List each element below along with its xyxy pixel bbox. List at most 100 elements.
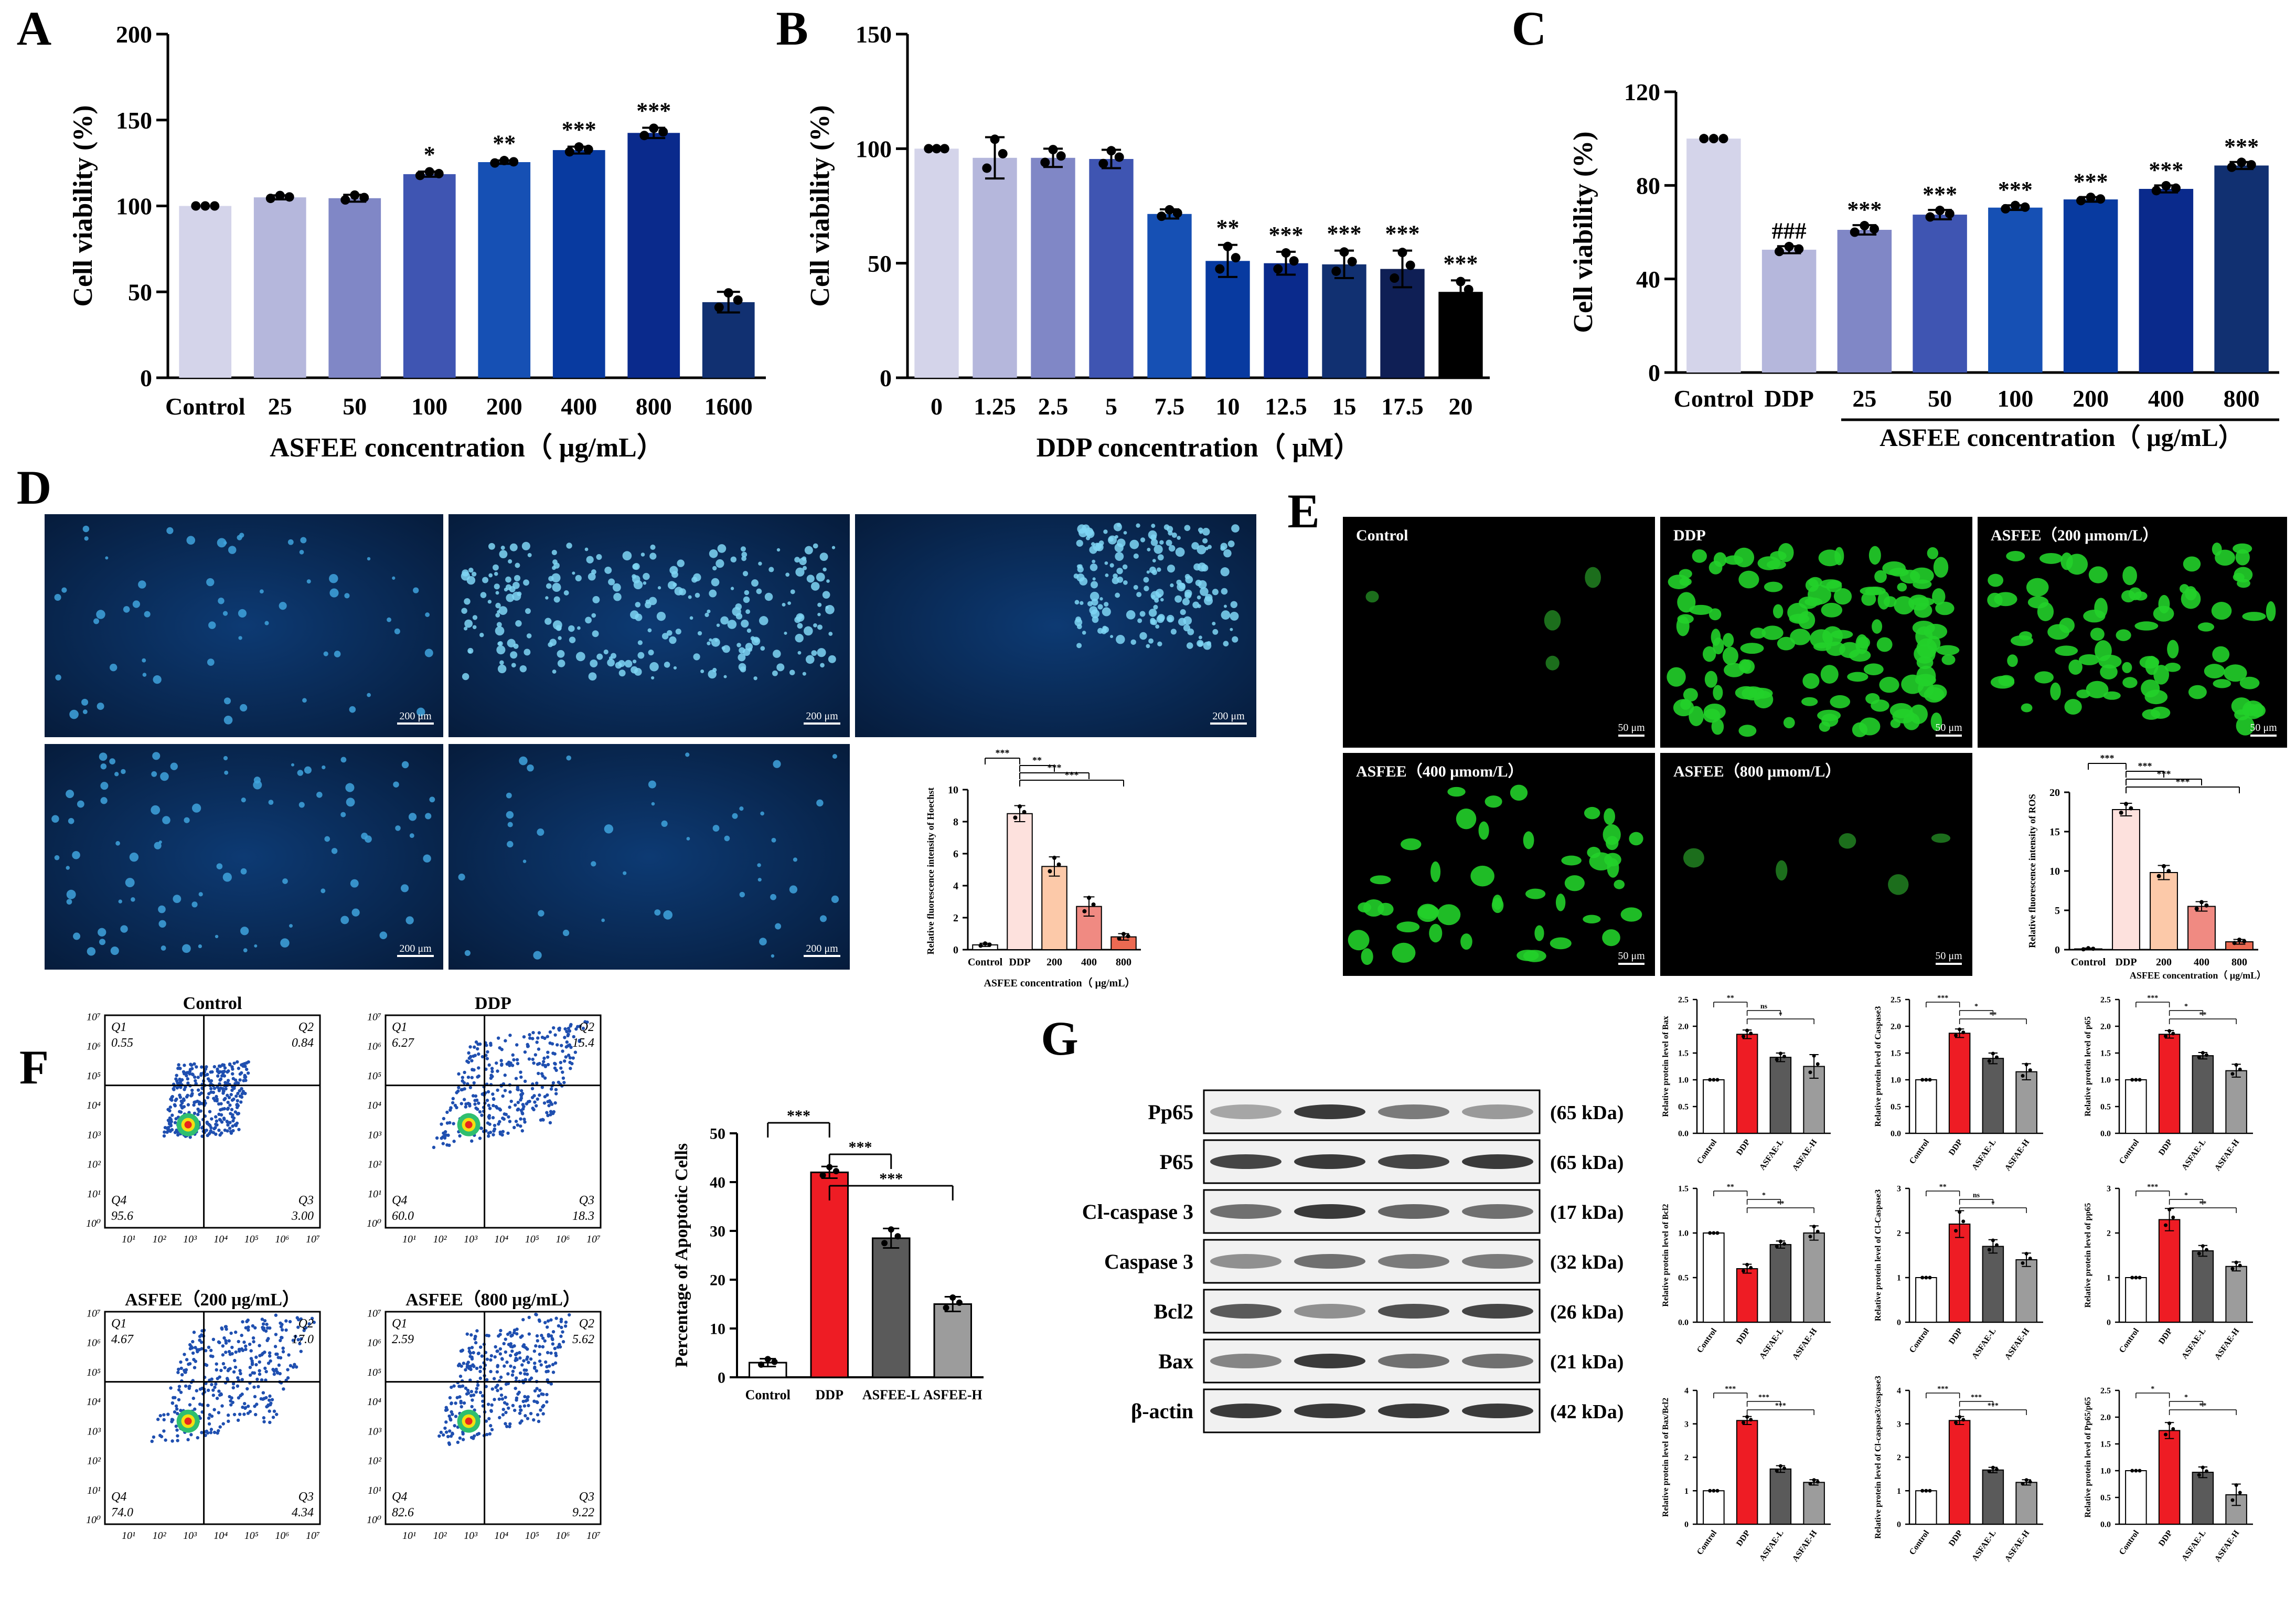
bar xyxy=(973,157,1017,378)
flow-event xyxy=(167,1120,171,1123)
cell-nucleus xyxy=(223,756,228,761)
cell-nucleus xyxy=(772,670,778,676)
cell-nucleus xyxy=(425,813,432,820)
flow-event xyxy=(196,1112,200,1117)
flow-x-tick: 10⁷ xyxy=(306,1530,320,1542)
cell-nucleus xyxy=(105,556,109,560)
flow-event xyxy=(234,1350,238,1354)
ros-cell xyxy=(2068,660,2083,675)
micrograph xyxy=(45,514,443,737)
y-tick-label: 15 xyxy=(2049,826,2060,838)
cell-nucleus xyxy=(1166,539,1172,546)
flow-event xyxy=(188,1135,192,1139)
flow-event xyxy=(198,1092,201,1097)
flow-event xyxy=(542,1101,547,1105)
flow-event xyxy=(264,1329,268,1333)
flow-x-tick: 10⁷ xyxy=(306,1234,320,1245)
bracket-label: *** xyxy=(2147,994,2158,1002)
cell-nucleus xyxy=(1223,604,1227,608)
flow-event xyxy=(231,1124,234,1128)
x-tick-label: 25 xyxy=(1852,385,1876,412)
flow-event xyxy=(232,1370,236,1374)
flow-event xyxy=(521,1399,525,1404)
ros-cell xyxy=(1460,933,1472,950)
cell-nucleus xyxy=(510,651,518,659)
data-point xyxy=(1954,1033,1958,1037)
band-kda: (65 kDa) xyxy=(1550,1152,1624,1174)
cell-nucleus xyxy=(771,954,775,958)
flow-event xyxy=(541,1345,545,1349)
data-point xyxy=(1920,1078,1925,1082)
cell-nucleus xyxy=(618,669,626,677)
flow-event xyxy=(244,1078,248,1082)
data-point xyxy=(1808,1070,1812,1075)
cell-nucleus xyxy=(1163,524,1170,530)
flow-event xyxy=(487,1063,491,1067)
y-tick-label: 1.5 xyxy=(1678,1185,1689,1194)
flow-event xyxy=(243,1091,247,1096)
flow-event xyxy=(568,1029,571,1033)
flow-event xyxy=(284,1328,288,1332)
cell-nucleus xyxy=(610,653,617,659)
cell-nucleus xyxy=(784,631,787,635)
flow-event xyxy=(230,1345,234,1349)
flow-x-tick: 10³ xyxy=(183,1234,197,1245)
cell-nucleus xyxy=(586,556,594,564)
cell-nucleus xyxy=(514,575,521,582)
flow-event xyxy=(444,1133,448,1137)
cell-nucleus xyxy=(635,602,641,608)
x-axis-label: DDP concentration（ μM） xyxy=(1037,432,1361,463)
data-point xyxy=(1098,158,1108,168)
band-name: Cl-caspase 3 xyxy=(1082,1200,1193,1224)
data-point xyxy=(894,1233,901,1240)
flow-event xyxy=(158,1433,162,1438)
cell-nucleus xyxy=(153,675,162,684)
ros-cell xyxy=(1916,656,1934,669)
bracket-label: *** xyxy=(1937,1385,1948,1393)
cell-nucleus xyxy=(795,567,805,577)
ros-cell xyxy=(1677,614,1694,624)
flow-event xyxy=(516,1100,520,1104)
flow-event xyxy=(219,1108,222,1112)
cell-nucleus xyxy=(1203,641,1212,650)
bar xyxy=(1837,230,1892,373)
flow-event xyxy=(206,1388,210,1393)
flow-x-tick: 10⁶ xyxy=(275,1234,289,1245)
data-point xyxy=(982,163,992,173)
y-tick-label: 3 xyxy=(1684,1420,1689,1429)
cell-nucleus xyxy=(461,608,467,614)
bracket-label: ns xyxy=(1973,1192,1980,1199)
cell-nucleus xyxy=(425,612,430,617)
cell-nucleus xyxy=(657,586,661,590)
ros-cell xyxy=(1348,930,1370,951)
flow-event xyxy=(218,1133,222,1137)
cell-nucleus xyxy=(732,813,738,819)
flow-event xyxy=(545,1400,549,1404)
flow-event xyxy=(461,1438,465,1441)
cell-nucleus xyxy=(506,792,512,799)
flow-event xyxy=(495,1370,499,1374)
flow-event xyxy=(536,1413,540,1417)
cell-nucleus xyxy=(1092,577,1096,581)
flow-event xyxy=(551,1330,556,1334)
flow-event xyxy=(550,1102,554,1106)
flow-event xyxy=(535,1081,539,1085)
data-point xyxy=(1987,1248,1991,1252)
flow-event xyxy=(168,1106,173,1109)
flow-event xyxy=(182,1098,186,1102)
flow-event xyxy=(194,1359,198,1363)
flow-plot-title: ASFEE（800 μg/mL） xyxy=(405,1289,581,1310)
flow-event xyxy=(476,1383,480,1387)
data-point xyxy=(2020,202,2030,212)
y-tick-label: 8 xyxy=(953,816,958,828)
x-tick-label: DDP xyxy=(2157,1528,2174,1548)
data-point xyxy=(1778,1464,1782,1468)
data-point xyxy=(2119,811,2123,815)
flow-event xyxy=(485,1099,489,1102)
flow-event xyxy=(497,1334,500,1338)
x-tick-label: Control xyxy=(968,956,1003,968)
ros-cell xyxy=(1584,806,1600,820)
flow-event xyxy=(233,1123,237,1126)
flow-event xyxy=(553,1361,558,1365)
flow-event xyxy=(294,1334,297,1338)
